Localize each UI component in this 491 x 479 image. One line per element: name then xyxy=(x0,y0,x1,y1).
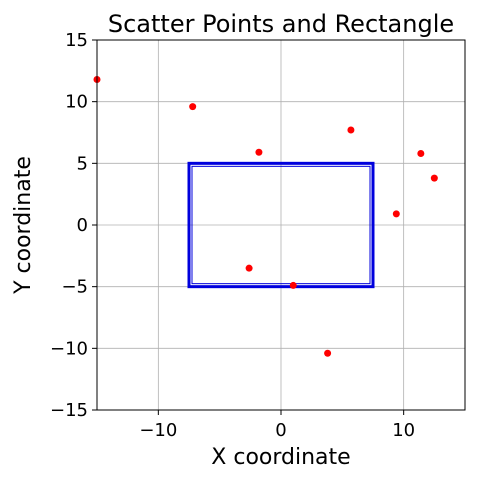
rectangle-outline xyxy=(187,161,375,289)
grid xyxy=(97,39,465,411)
y-tick-label: −5 xyxy=(61,277,88,298)
y-tick-label: 15 xyxy=(65,30,88,51)
y-tick-label: 10 xyxy=(65,92,88,113)
chart-title: Scatter Points and Rectangle xyxy=(108,10,454,38)
x-tick-label: 10 xyxy=(392,420,415,441)
scatter-point xyxy=(417,149,425,157)
x-axis-label: X coordinate xyxy=(211,445,350,470)
scatter-point xyxy=(289,281,297,289)
rectangle-layer xyxy=(187,161,375,289)
y-axis-label: Y coordinate xyxy=(11,156,36,295)
y-tick-label: 5 xyxy=(77,153,88,174)
y-ticks: −15 −10 −5 0 5 10 15 xyxy=(50,30,97,421)
scatter-point xyxy=(430,174,438,182)
scatter-point xyxy=(324,349,332,357)
x-tick-label: 0 xyxy=(275,420,286,441)
y-tick-label: 0 xyxy=(77,215,88,236)
rectangle-inner-outline xyxy=(191,165,371,285)
scatter-point xyxy=(255,148,263,156)
scatter-point xyxy=(245,264,253,272)
y-tick-label: −15 xyxy=(50,400,88,421)
x-tick-label: −10 xyxy=(139,420,177,441)
scatter-point xyxy=(347,126,355,134)
x-ticks: −10 0 10 xyxy=(139,410,415,441)
points-layer xyxy=(93,75,438,357)
y-tick-label: −10 xyxy=(50,338,88,359)
scatter-point xyxy=(189,103,197,111)
scatter-point xyxy=(392,210,400,218)
